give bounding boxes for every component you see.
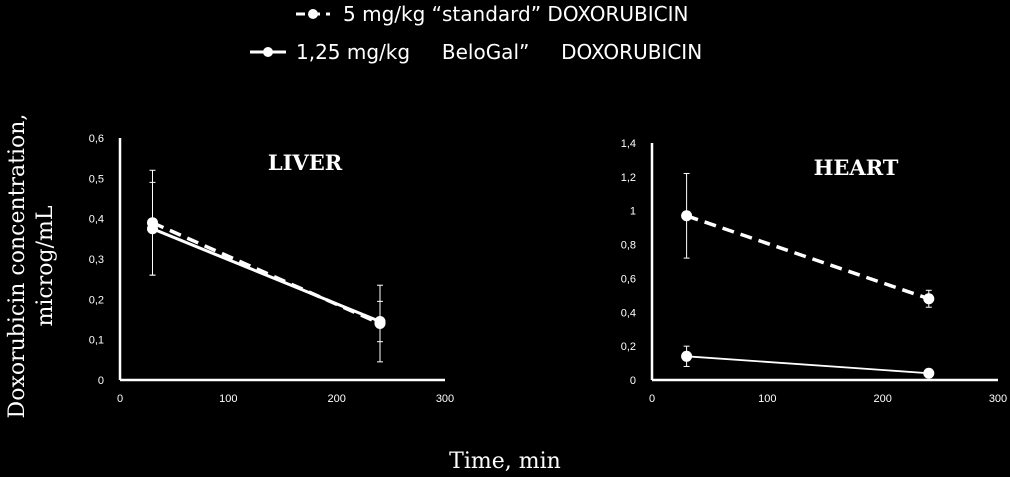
- y-tick-label: 0,2: [89, 294, 104, 306]
- y-tick-label: 0: [98, 375, 104, 387]
- legend-marker-solid: [250, 47, 286, 57]
- y-axis-label-line2: microg/mL: [33, 205, 58, 326]
- legend-label-belogal: 1,25 mg/kg BeloGal” DOXORUBICIN: [296, 40, 702, 64]
- y-tick-label: 0,5: [89, 173, 104, 185]
- x-tick-label: 200: [327, 393, 345, 405]
- y-tick-label: 0,4: [89, 214, 104, 226]
- y-tick-label: 0: [630, 375, 636, 387]
- liver-panel: 0 0,1 0,2 0,3 0,4 0,5 0,6 0 100 200 300 LIVER: [89, 133, 454, 405]
- x-tick-label: 100: [219, 393, 237, 405]
- series-line-belogal: [686, 355, 929, 375]
- x-tick-label: 200: [873, 393, 891, 405]
- x-axis-label: Time, min: [449, 449, 561, 474]
- y-tick-label: 0,3: [89, 254, 104, 266]
- y-tick-label: 0,2: [621, 341, 636, 353]
- y-tick-label: 0,6: [621, 273, 636, 285]
- data-point-standard: [681, 210, 693, 222]
- series-line-standard: [151, 221, 381, 326]
- y-tick-label: 1,2: [621, 172, 636, 184]
- panel-title: HEART: [814, 155, 899, 180]
- y-tick-label: 0,6: [89, 133, 104, 145]
- x-tick-label: 0: [117, 393, 123, 405]
- y-tick-label: 0,1: [89, 335, 104, 347]
- legend: 5 mg/kg “standard” DOXORUBICIN 1,25 mg/k…: [250, 2, 702, 64]
- x-tick-label: 300: [436, 393, 454, 405]
- x-tick-label: 0: [649, 393, 655, 405]
- data-point-belogal: [923, 367, 935, 379]
- y-tick-label: 0,8: [621, 240, 636, 252]
- y-tick-label: 0,4: [621, 307, 636, 319]
- panel-title: LIVER: [268, 150, 343, 175]
- x-tick-label: 300: [989, 393, 1007, 405]
- data-point-standard: [923, 293, 935, 305]
- data-point-belogal: [681, 350, 693, 362]
- data-point-belogal: [374, 316, 386, 328]
- y-tick-label: 1,4: [621, 138, 636, 150]
- y-axis-label-line1: Doxorubicin concentration,: [5, 114, 30, 419]
- heart-panel: 0 0,2 0,4 0,6 0,8 1 1,2 1,4 0 100 200 300 HEART: [621, 138, 1007, 405]
- series-line-standard: [686, 214, 930, 301]
- series-line-belogal: [151, 227, 381, 323]
- x-tick-label: 100: [758, 393, 776, 405]
- legend-label-standard: 5 mg/kg “standard” DOXORUBICIN: [343, 2, 688, 26]
- legend-marker-dashed: [296, 9, 330, 19]
- y-tick-label: 1: [630, 206, 636, 218]
- data-point-belogal: [147, 223, 158, 235]
